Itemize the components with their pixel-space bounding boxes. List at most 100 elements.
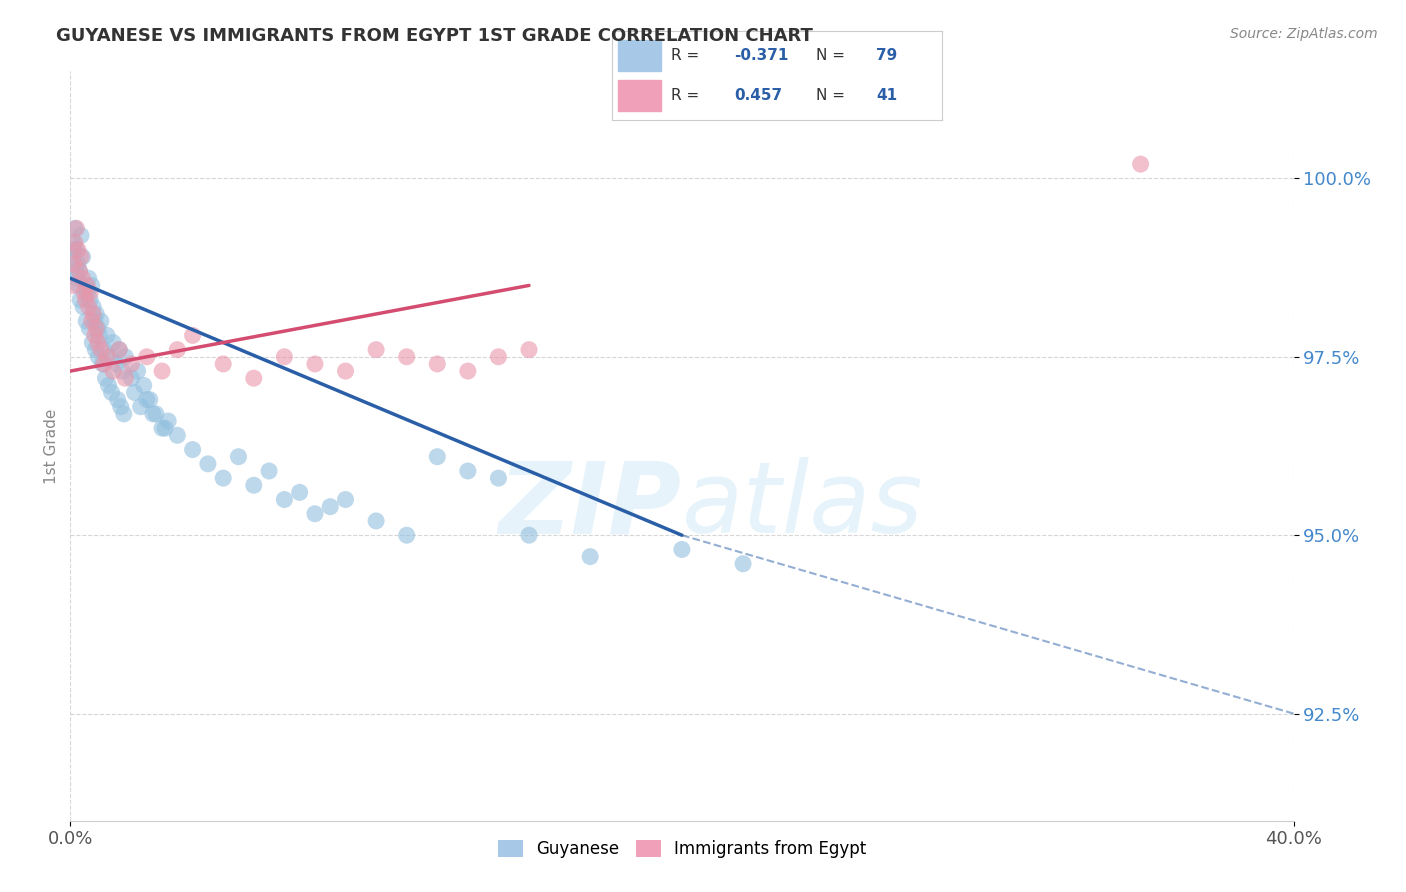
Point	[304, 357, 326, 371]
Point	[66, 271, 89, 285]
Point	[197, 457, 219, 471]
Point	[65, 243, 87, 257]
Point	[395, 528, 418, 542]
Point	[66, 257, 89, 271]
Point	[76, 285, 98, 300]
Point	[110, 400, 132, 414]
Point	[69, 264, 91, 278]
Point	[212, 357, 235, 371]
Point	[73, 285, 96, 300]
Point	[82, 300, 104, 314]
Point	[517, 528, 540, 542]
Point	[62, 250, 84, 264]
Point	[65, 221, 87, 235]
Point	[91, 357, 114, 371]
Text: N =: N =	[817, 48, 851, 62]
Point	[84, 307, 107, 321]
Text: N =: N =	[817, 88, 851, 103]
Point	[70, 228, 93, 243]
Point	[671, 542, 693, 557]
Point	[75, 278, 97, 293]
Point	[72, 271, 94, 285]
Point	[135, 392, 157, 407]
Point	[77, 300, 100, 314]
Point	[132, 378, 155, 392]
Point	[335, 364, 357, 378]
Point	[366, 343, 388, 357]
Point	[105, 357, 128, 371]
Point	[101, 364, 124, 378]
Point	[150, 421, 173, 435]
Point	[108, 343, 131, 357]
Text: 79: 79	[876, 48, 897, 62]
Point	[1129, 157, 1152, 171]
Point	[97, 378, 120, 392]
Text: atlas: atlas	[682, 458, 924, 555]
Point	[66, 243, 89, 257]
Y-axis label: 1st Grade: 1st Grade	[44, 409, 59, 483]
Point	[243, 478, 266, 492]
Point	[98, 350, 121, 364]
Point	[579, 549, 602, 564]
Point	[83, 328, 105, 343]
Point	[65, 264, 87, 278]
Text: 0.457: 0.457	[734, 88, 782, 103]
Point	[488, 471, 510, 485]
Point	[82, 335, 104, 350]
Point	[75, 314, 97, 328]
Point	[335, 492, 357, 507]
Point	[80, 278, 103, 293]
Point	[87, 350, 110, 364]
Point	[319, 500, 342, 514]
Point	[145, 407, 167, 421]
Point	[488, 350, 510, 364]
Text: R =: R =	[671, 88, 704, 103]
Point	[63, 235, 86, 250]
Point	[273, 350, 295, 364]
Text: ZIP: ZIP	[499, 458, 682, 555]
Text: R =: R =	[671, 48, 704, 62]
Point	[75, 293, 97, 307]
Point	[67, 278, 90, 293]
Point	[77, 271, 100, 285]
Point	[212, 471, 235, 485]
Point	[63, 257, 86, 271]
Point	[366, 514, 388, 528]
Point	[288, 485, 311, 500]
Point	[153, 421, 176, 435]
Point	[121, 357, 143, 371]
Point	[228, 450, 250, 464]
Point	[90, 343, 112, 357]
Point	[273, 492, 295, 507]
Point	[72, 250, 94, 264]
Point	[114, 350, 136, 364]
Point	[84, 321, 107, 335]
Point	[70, 250, 93, 264]
Point	[671, 849, 693, 863]
Point	[243, 371, 266, 385]
Point	[257, 464, 280, 478]
Point	[517, 343, 540, 357]
Point	[79, 285, 101, 300]
Point	[82, 307, 104, 321]
Point	[72, 300, 94, 314]
Point	[76, 278, 98, 293]
Point	[94, 371, 117, 385]
Point	[93, 357, 115, 371]
Point	[63, 221, 86, 235]
Point	[142, 407, 165, 421]
Point	[96, 328, 118, 343]
Point	[150, 364, 173, 378]
Point	[77, 321, 100, 335]
Point	[129, 400, 152, 414]
Point	[304, 507, 326, 521]
Point	[69, 264, 91, 278]
Text: 41: 41	[876, 88, 897, 103]
Point	[79, 293, 101, 307]
Point	[457, 464, 479, 478]
Point	[181, 442, 204, 457]
Point	[457, 364, 479, 378]
Point	[84, 343, 107, 357]
FancyBboxPatch shape	[619, 40, 661, 71]
Point	[107, 392, 129, 407]
